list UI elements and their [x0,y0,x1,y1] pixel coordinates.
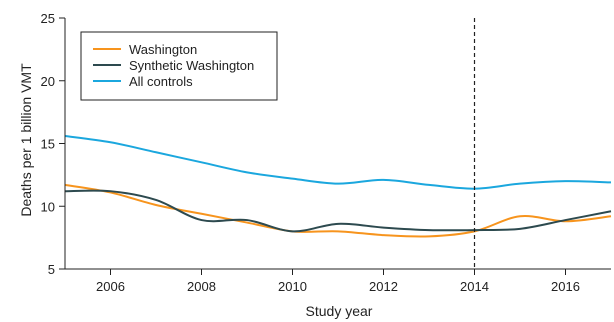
x-tick-label: 2006 [96,279,125,294]
x-tick-label: 2012 [369,279,398,294]
series-line-all-controls [64,134,612,190]
x-tick-label: 2010 [278,279,307,294]
y-tick-label: 10 [41,199,55,214]
x-tick-label: 2014 [460,279,489,294]
y-tick-label: 5 [48,262,55,277]
legend-label: All controls [129,74,193,89]
y-tick-label: 20 [41,74,55,89]
x-tick-label: 2008 [187,279,216,294]
series-line-washington [64,183,612,238]
x-axis-label: Study year [306,303,373,319]
legend-label: Synthetic Washington [129,58,254,73]
y-axis-label: Deaths per 1 billion VMT [18,63,34,217]
x-tick-label: 2016 [551,279,580,294]
y-tick-label: 15 [41,137,55,152]
series-line-synthetic-washington [64,189,612,233]
y-tick-label: 25 [41,11,55,26]
legend-label: Washington [129,42,197,57]
